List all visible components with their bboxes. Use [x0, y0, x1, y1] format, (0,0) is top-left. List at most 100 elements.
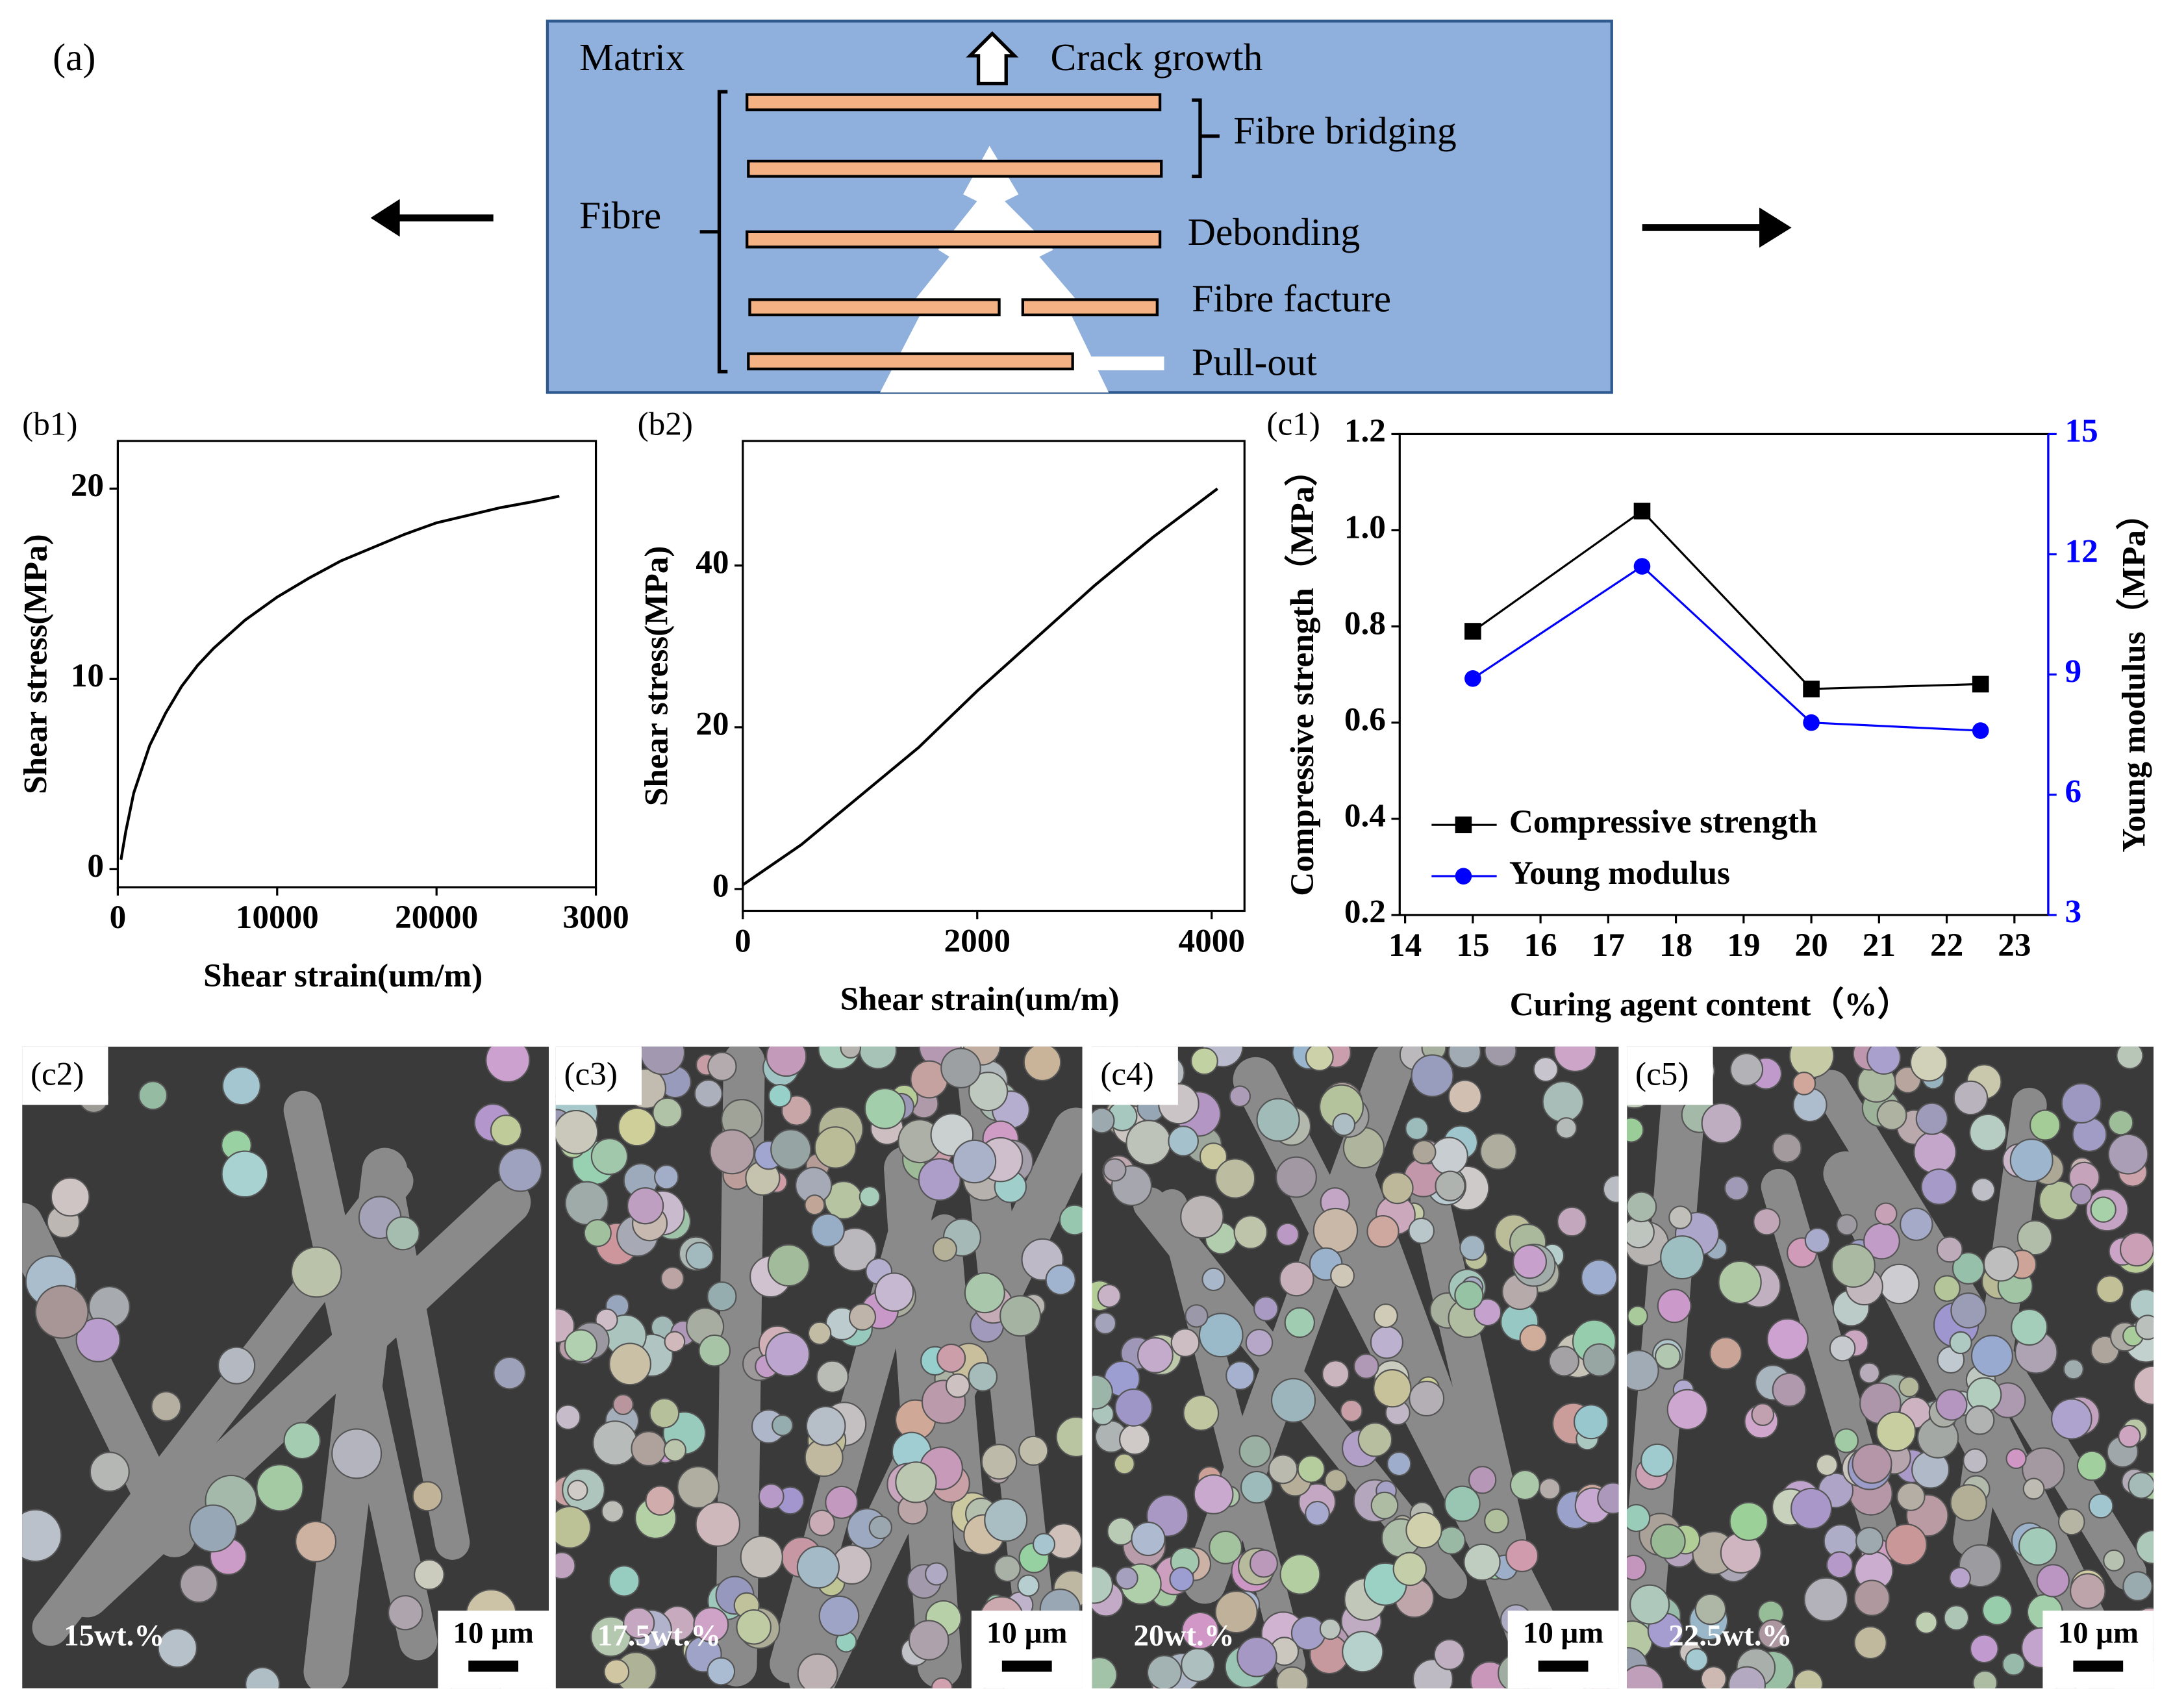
particle	[2029, 1109, 2061, 1141]
particle	[388, 1595, 423, 1631]
particle	[1275, 1666, 1309, 1689]
x-tick-label: 0	[110, 899, 127, 936]
particle	[1981, 1595, 2013, 1626]
particle	[2103, 1549, 2126, 1572]
particle	[1970, 1335, 2013, 1377]
particle	[1792, 1072, 1816, 1096]
particle	[1094, 1312, 1117, 1335]
particle	[707, 1051, 737, 1081]
particle	[1199, 1142, 1228, 1171]
particle	[1429, 1137, 1468, 1175]
particle	[1509, 1469, 1540, 1501]
particle	[694, 1079, 723, 1109]
particle	[189, 1504, 238, 1553]
plot-frame	[1398, 433, 2050, 916]
particle	[736, 1609, 772, 1645]
marker	[1972, 675, 1989, 693]
y-tick-label: 1.0	[1344, 509, 1386, 546]
label: Fibre	[579, 194, 661, 236]
particle	[2135, 1314, 2154, 1340]
y-tick-label: 0	[712, 868, 729, 905]
particle	[2057, 1508, 2085, 1536]
particle	[1972, 1670, 1998, 1689]
marker	[1972, 722, 1989, 739]
particle	[1411, 1054, 1454, 1098]
fibres	[746, 93, 1163, 371]
particle	[677, 1466, 720, 1509]
particle	[290, 1246, 342, 1298]
particle	[649, 1398, 680, 1429]
panel-label: (b1)	[22, 406, 77, 443]
particle	[1214, 1590, 1258, 1634]
particle	[1965, 1405, 1995, 1435]
particle	[918, 1158, 961, 1201]
particle	[1852, 1443, 1892, 1484]
particle	[555, 1109, 599, 1155]
particle	[157, 1628, 197, 1668]
particle	[1953, 1080, 1989, 1116]
plot-frame	[742, 440, 1246, 912]
x-tick-label: 23	[1998, 927, 2031, 964]
particle	[608, 1565, 640, 1597]
particle	[2005, 1448, 2027, 1470]
particle	[1245, 1329, 1274, 1357]
particle	[1753, 1207, 1781, 1236]
particle	[1826, 1551, 1853, 1579]
particle	[1322, 1360, 1350, 1388]
scale-bar-label: 10 μm	[1523, 1616, 1603, 1650]
particle	[1718, 1260, 1762, 1305]
particle	[603, 1659, 630, 1685]
particle	[908, 1620, 949, 1661]
particle	[1373, 1369, 1412, 1408]
particle	[1533, 1057, 1559, 1083]
particle	[2016, 1220, 2053, 1256]
marker	[1803, 714, 1820, 731]
particle	[640, 1046, 686, 1075]
panel-label: (a)	[53, 36, 95, 79]
particle	[295, 1520, 337, 1563]
marker	[1633, 503, 1651, 520]
particle	[1505, 1539, 1539, 1572]
particle	[808, 1509, 835, 1537]
particle	[868, 1515, 893, 1540]
particle	[1408, 1217, 1435, 1244]
particle	[1836, 1214, 1858, 1236]
particle	[1815, 1453, 1839, 1476]
particle	[2022, 1477, 2045, 1500]
particle	[2119, 1232, 2154, 1267]
particle	[1297, 1455, 1325, 1483]
x-tick-label: 20	[1794, 927, 1828, 964]
x-tick-label: 3000	[562, 899, 629, 936]
particle	[627, 1187, 664, 1225]
particle	[1866, 1046, 1902, 1075]
particle	[1772, 1372, 1807, 1407]
particle	[1370, 1491, 1399, 1520]
particle	[766, 1046, 807, 1077]
fibre	[748, 298, 1001, 317]
particle	[1183, 1394, 1220, 1431]
particle	[2036, 1564, 2070, 1598]
particle	[1114, 1388, 1153, 1427]
x-axis-label: Shear strain(um/m)	[203, 957, 483, 994]
particle	[1833, 1428, 1859, 1453]
particle	[796, 1546, 840, 1589]
particle	[2122, 1571, 2153, 1601]
plot-frame	[116, 440, 597, 888]
particle	[874, 1272, 914, 1312]
particle	[1915, 1102, 1948, 1135]
label: Pull-out	[1192, 341, 1317, 384]
scale-bar	[1001, 1660, 1052, 1672]
particle	[1484, 1508, 1509, 1534]
particle	[1909, 1046, 1948, 1082]
particle	[1209, 1530, 1243, 1564]
particle	[807, 1321, 832, 1346]
y-tick-label: 0	[87, 848, 104, 885]
y-tick-label: 10	[71, 657, 104, 694]
data-line	[1472, 564, 1981, 732]
particle	[22, 1509, 62, 1563]
particle	[1627, 1350, 1659, 1392]
particle	[1170, 1328, 1200, 1357]
particle	[34, 1285, 89, 1339]
marker	[1464, 670, 1481, 687]
